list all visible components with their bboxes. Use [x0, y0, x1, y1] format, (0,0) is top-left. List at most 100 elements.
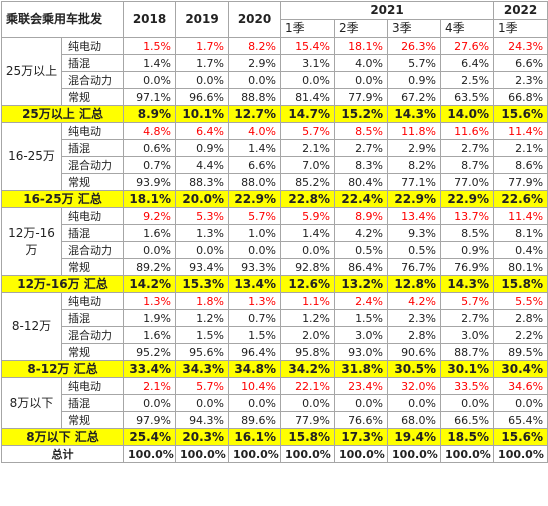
table-row: 常规 93.9% 88.3% 88.0% 85.2% 80.4% 77.1% 77.0% 77.…	[2, 173, 548, 191]
share-value-cell: 1.5%	[334, 309, 389, 327]
powertrain-type: 纯电动	[60, 377, 125, 395]
total-value-cell: 100.0%	[440, 445, 495, 463]
summary-value-cell: 12.7%	[228, 105, 282, 123]
summary-label: 8万以下 汇总	[0, 428, 125, 446]
share-value-cell: 2.9%	[228, 54, 282, 72]
total-value-cell: 100.0%	[334, 445, 389, 463]
share-value-cell: 1.9%	[123, 309, 177, 327]
quarter-header-2022-q1: 1季	[493, 19, 548, 38]
share-value-cell: 1.2%	[280, 309, 336, 327]
share-value-cell: 2.3%	[387, 309, 442, 327]
total-row: 总计 100.0% 100.0% 100.0% 100.0% 100.0% 100.0% 10…	[0, 445, 548, 463]
share-value-cell: 0.0%	[280, 71, 336, 89]
table-row: 常规 97.9% 94.3% 89.6% 77.9% 76.6% 68.0% 66.5% 65.…	[2, 411, 548, 429]
summary-value-cell: 14.3%	[440, 275, 495, 293]
share-value-cell: 8.5%	[440, 224, 495, 242]
share-value-cell: 13.7%	[440, 207, 495, 225]
price-band-label: 8万以下	[1, 377, 62, 429]
quarter-header-2021-q3: 3季	[387, 19, 442, 38]
table-row: 混合动力 1.6% 1.5% 1.5% 2.0% 3.0% 2.8% 3.0% 2.2%	[2, 326, 548, 344]
share-value-cell: 0.0%	[175, 71, 230, 89]
total-value-cell: 100.0%	[387, 445, 442, 463]
share-value-cell: 8.9%	[334, 207, 389, 225]
summary-value-cell: 31.8%	[334, 360, 389, 378]
share-value-cell: 2.7%	[334, 139, 389, 157]
share-value-cell: 85.2%	[280, 173, 336, 191]
wholesale-share-table: 乘联会乘用车批发 2018 2019 2020 2021 2022 1季 2季 …	[0, 1, 548, 463]
share-value-cell: 94.3%	[175, 411, 230, 429]
share-value-cell: 95.8%	[280, 343, 336, 361]
share-value-cell: 8.5%	[334, 122, 389, 140]
share-value-cell: 0.0%	[123, 241, 177, 259]
share-value-cell: 2.0%	[280, 326, 336, 344]
table-row: 插混 0.0% 0.0% 0.0% 0.0% 0.0% 0.0% 0.0% 0.0%	[2, 394, 548, 412]
share-value-cell: 13.4%	[387, 207, 442, 225]
share-value-cell: 0.0%	[228, 394, 282, 412]
summary-value-cell: 22.9%	[440, 190, 495, 208]
summary-value-cell: 15.8%	[493, 275, 548, 293]
share-value-cell: 1.5%	[123, 37, 177, 55]
summary-value-cell: 18.1%	[123, 190, 177, 208]
share-value-cell: 76.9%	[440, 258, 495, 276]
share-value-cell: 24.3%	[493, 37, 548, 55]
share-value-cell: 0.5%	[387, 241, 442, 259]
powertrain-type: 常规	[60, 173, 125, 191]
powertrain-type: 插混	[60, 224, 125, 242]
share-value-cell: 76.7%	[387, 258, 442, 276]
share-value-cell: 88.0%	[228, 173, 282, 191]
share-value-cell: 5.7%	[228, 207, 282, 225]
summary-value-cell: 15.8%	[280, 428, 336, 446]
summary-value-cell: 22.6%	[493, 190, 548, 208]
share-value-cell: 1.0%	[228, 224, 282, 242]
share-value-cell: 11.4%	[493, 122, 548, 140]
table-row: 插混 0.6% 0.9% 1.4% 2.1% 2.7% 2.9% 2.7% 2.1%	[2, 139, 548, 157]
summary-label: 12万-16万 汇总	[0, 275, 125, 293]
powertrain-type: 纯电动	[60, 37, 125, 55]
total-value-cell: 100.0%	[280, 445, 336, 463]
share-value-cell: 66.5%	[440, 411, 495, 429]
share-value-cell: 92.8%	[280, 258, 336, 276]
share-value-cell: 2.7%	[440, 309, 495, 327]
share-value-cell: 1.4%	[123, 54, 177, 72]
share-value-cell: 93.0%	[334, 343, 389, 361]
year-header-2022: 2022	[493, 1, 548, 20]
quarter-header-2021-q2: 2季	[334, 19, 389, 38]
share-value-cell: 93.4%	[175, 258, 230, 276]
table-row: 插混 1.9% 1.2% 0.7% 1.2% 1.5% 2.3% 2.7% 2.8%	[2, 309, 548, 327]
share-value-cell: 18.1%	[334, 37, 389, 55]
summary-label: 16-25万 汇总	[0, 190, 125, 208]
summary-value-cell: 20.3%	[175, 428, 230, 446]
share-value-cell: 88.8%	[228, 88, 282, 106]
summary-value-cell: 30.1%	[440, 360, 495, 378]
share-value-cell: 4.0%	[334, 54, 389, 72]
total-value-cell: 100.0%	[493, 445, 548, 463]
share-value-cell: 23.4%	[334, 377, 389, 395]
table-row: 16-25万 纯电动 4.8% 6.4% 4.0% 5.7% 8.5% 11.8% 11.6% 1…	[1, 122, 548, 191]
summary-value-cell: 22.9%	[387, 190, 442, 208]
share-value-cell: 3.1%	[280, 54, 336, 72]
share-value-cell: 22.1%	[280, 377, 336, 395]
share-value-cell: 5.7%	[440, 292, 495, 310]
share-value-cell: 0.0%	[228, 241, 282, 259]
share-value-cell: 1.7%	[175, 54, 230, 72]
powertrain-type: 混合动力	[60, 241, 125, 259]
total-value-cell: 100.0%	[175, 445, 230, 463]
summary-row: 8万以下 汇总 25.4% 20.3% 16.1% 15.8% 17.3% 19.4% 18.…	[0, 428, 548, 446]
quarter-header-2021-q4: 4季	[440, 19, 495, 38]
share-value-cell: 77.9%	[334, 88, 389, 106]
share-value-cell: 80.4%	[334, 173, 389, 191]
summary-value-cell: 22.9%	[228, 190, 282, 208]
share-value-cell: 1.4%	[228, 139, 282, 157]
share-value-cell: 1.2%	[175, 309, 230, 327]
year-header-2019: 2019	[175, 1, 230, 38]
share-value-cell: 11.4%	[493, 207, 548, 225]
powertrain-type: 常规	[60, 343, 125, 361]
share-value-cell: 8.2%	[228, 37, 282, 55]
powertrain-type: 插混	[60, 54, 125, 72]
year-header-2018: 2018	[123, 1, 177, 38]
table-row: 12万-16万 纯电动 9.2% 5.3% 5.7% 5.9% 8.9% 13.4% 13.7%…	[1, 207, 548, 276]
share-value-cell: 8.2%	[387, 156, 442, 174]
share-value-cell: 0.0%	[387, 394, 442, 412]
share-value-cell: 89.2%	[123, 258, 177, 276]
share-value-cell: 34.6%	[493, 377, 548, 395]
